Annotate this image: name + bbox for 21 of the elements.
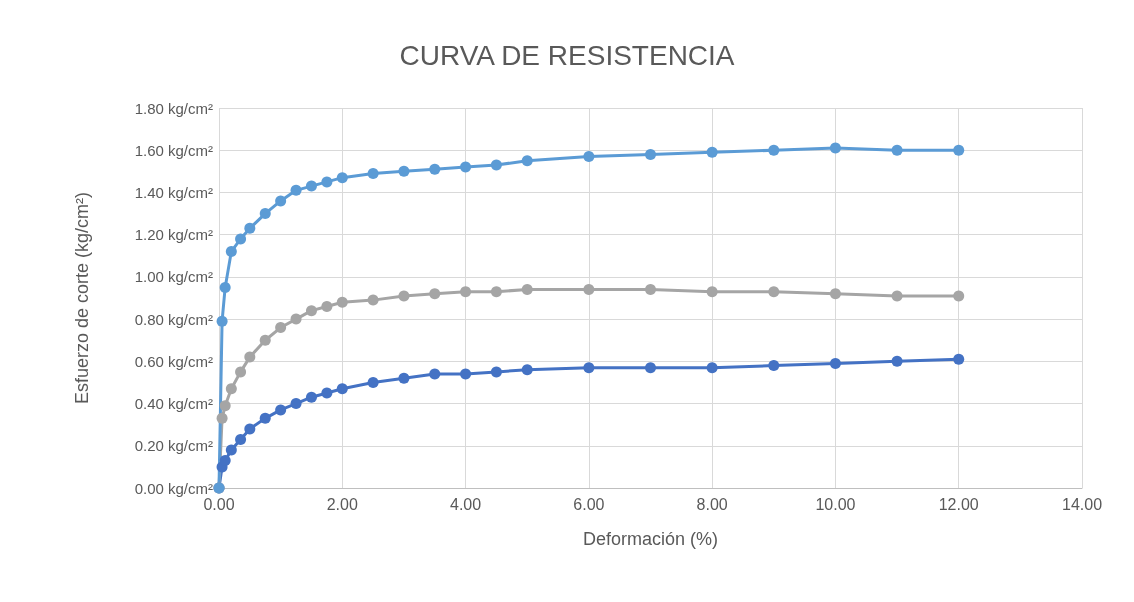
y-tick-label: 0.60 kg/cm² (134, 352, 213, 370)
x-tick-label: 6.00 (573, 495, 605, 513)
x-tick-label: 12.00 (938, 495, 979, 513)
y-tick-label: 0.20 kg/cm² (134, 437, 213, 455)
y-axis-title: Esfuerzo de corte (kg/cm²) (72, 191, 92, 405)
chart-title: CURVA DE RESISTENCIA (399, 39, 735, 71)
y-tick-label: 1.80 kg/cm² (134, 99, 213, 117)
x-axis-title: Deformación (%) (582, 529, 719, 549)
y-tick-label: 1.60 kg/cm² (134, 141, 213, 159)
x-tick-label: 4.00 (450, 495, 482, 513)
y-tick-label: 0.00 kg/cm² (134, 479, 213, 497)
y-tick-label: 0.40 kg/cm² (134, 395, 213, 413)
x-tick-label: 2.00 (326, 495, 358, 513)
y-tick-label: 1.00 kg/cm² (134, 268, 213, 286)
y-tick-label: 1.20 kg/cm² (134, 226, 213, 244)
x-tick-label: 0.00 (203, 495, 235, 513)
y-tick-label: 0.80 kg/cm² (134, 310, 213, 328)
x-tick-label: 14.00 (1061, 495, 1103, 513)
x-tick-label: 8.00 (696, 495, 728, 513)
x-tick-label: 10.00 (815, 495, 856, 513)
y-tick-label: 1.40 kg/cm² (134, 183, 213, 201)
